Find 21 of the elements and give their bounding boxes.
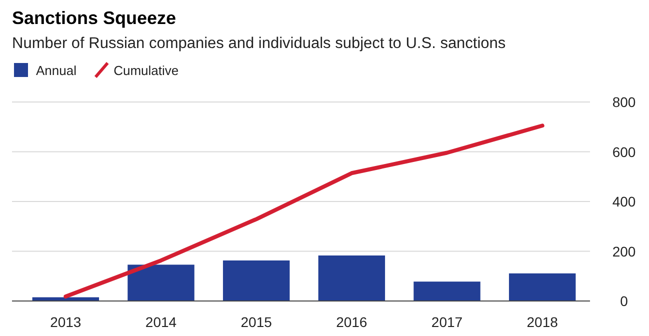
bar bbox=[318, 255, 386, 301]
bar bbox=[508, 273, 576, 301]
bar bbox=[222, 260, 290, 301]
chart-subtitle: Number of Russian companies and individuals subject to U.S. sanctions bbox=[12, 35, 506, 52]
y-tick-label: 600 bbox=[612, 144, 636, 160]
y-tick-label: 400 bbox=[612, 194, 636, 210]
legend-label: Annual bbox=[36, 63, 77, 78]
y-tick-label: 800 bbox=[612, 94, 636, 110]
bar bbox=[128, 264, 194, 301]
y-tick-label: 0 bbox=[620, 293, 628, 309]
x-tick-label: 2013 bbox=[50, 314, 82, 330]
x-tick-label: 2014 bbox=[145, 314, 177, 330]
line-series bbox=[64, 124, 544, 299]
x-tick-label: 2018 bbox=[526, 314, 558, 330]
x-tick-label: 2015 bbox=[240, 314, 272, 330]
bar bbox=[414, 282, 480, 301]
legend-label: Cumulative bbox=[114, 63, 179, 78]
x-tick-label: 2016 bbox=[336, 314, 368, 330]
y-tick-label: 200 bbox=[612, 243, 636, 260]
x-tick-label: 2017 bbox=[431, 314, 463, 330]
chart-title: Sanctions Squeeze bbox=[12, 8, 176, 28]
